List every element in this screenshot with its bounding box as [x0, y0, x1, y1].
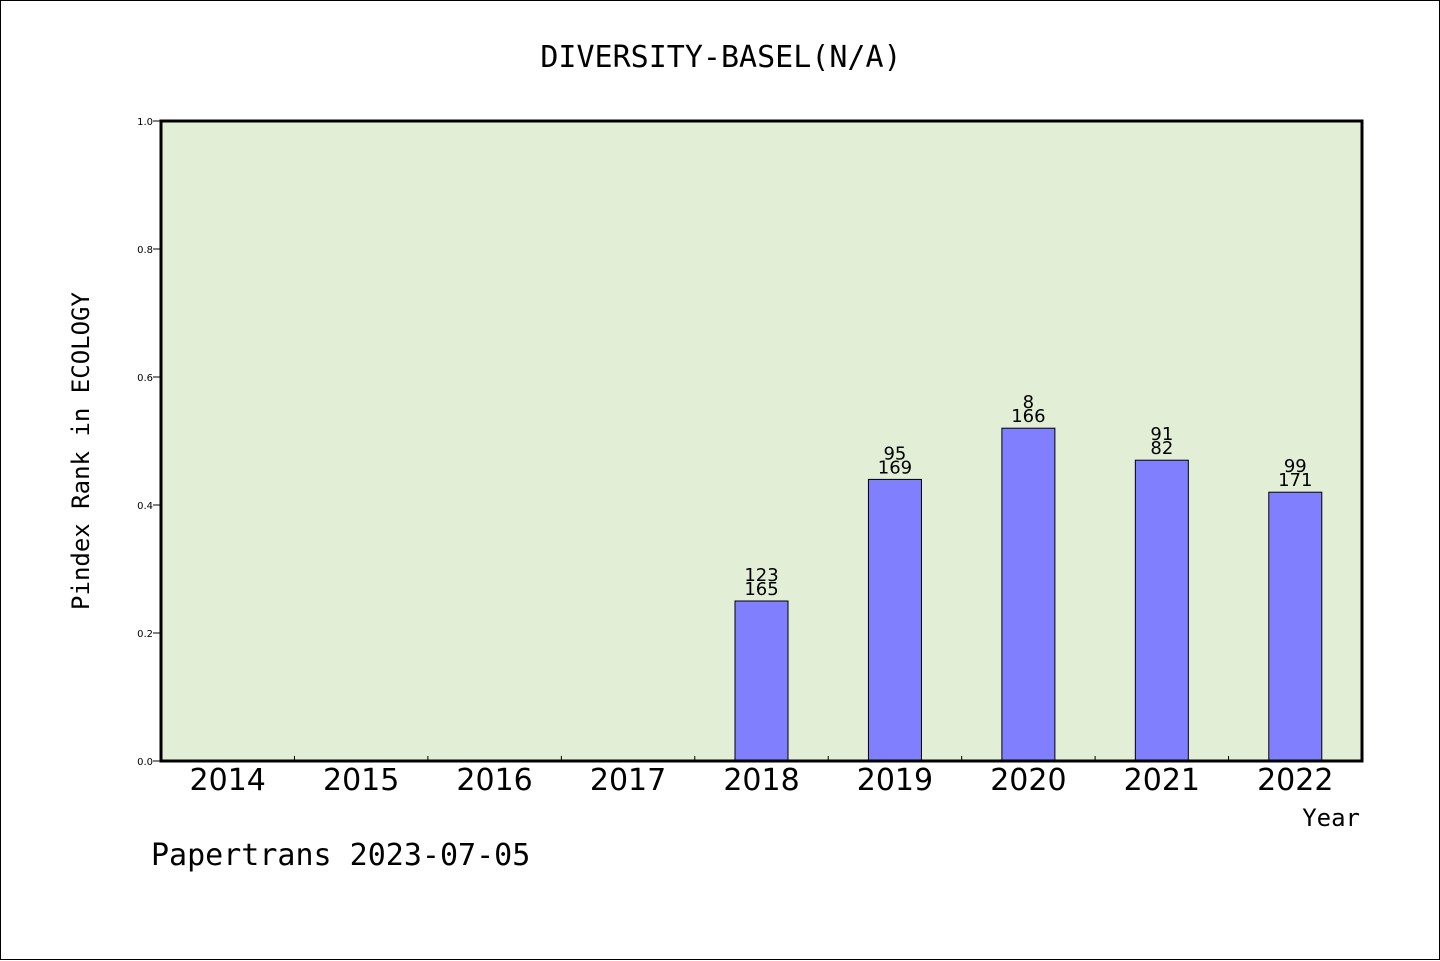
x-tick-label: 2014 [190, 763, 266, 798]
x-tick-label: 2018 [723, 763, 799, 798]
x-tick-label: 2020 [990, 763, 1066, 798]
y-axis-label: Pindex Rank in ECOLOGY [67, 292, 95, 610]
data-label-top: 8 [1023, 392, 1034, 413]
bar [1134, 459, 1189, 762]
x-tick-label: 2022 [1257, 763, 1333, 798]
y-tick-label: 0.4 [137, 501, 153, 512]
y-axis-ticks: 0.0 0.2 0.4 0.6 0.8 1.0 [137, 117, 161, 768]
x-axis-label: Year [1302, 804, 1360, 832]
bar [734, 600, 789, 762]
data-label-top: 99 [1284, 456, 1307, 477]
data-label-top: 91 [1150, 424, 1173, 445]
data-label-top: 123 [744, 565, 778, 586]
y-tick-label: 0.0 [137, 757, 153, 768]
data-label-bottom: 169 [878, 457, 912, 478]
data-label-bottom: 82 [1150, 438, 1173, 459]
x-tick-label: 2021 [1124, 763, 1200, 798]
plot-border [159, 119, 1364, 763]
x-axis-ticks: 2014 2015 2016 2017 2018 2019 2020 2021 2022 [190, 756, 1333, 798]
y-tick-label: 0.6 [137, 373, 153, 384]
data-label-top: 95 [883, 443, 906, 464]
bar-series [734, 427, 1323, 762]
y-tick-label: 0.8 [137, 245, 153, 256]
x-tick-label: 2016 [456, 763, 532, 798]
footer-text: Papertrans 2023-07-05 [151, 838, 530, 873]
y-tick-label: 1.0 [137, 117, 153, 128]
data-label-bottom: 165 [744, 579, 778, 600]
x-tick-label: 2019 [857, 763, 933, 798]
data-label-bottom: 171 [1278, 470, 1312, 491]
y-tick-label: 0.2 [137, 629, 153, 640]
data-label-bottom: 166 [1011, 406, 1045, 427]
bar [1268, 491, 1323, 762]
x-tick-label: 2017 [590, 763, 666, 798]
bar [867, 478, 922, 762]
bar [1001, 427, 1056, 762]
chart-title: DIVERSITY-BASEL(N/A) [540, 40, 901, 75]
x-tick-label: 2015 [323, 763, 399, 798]
